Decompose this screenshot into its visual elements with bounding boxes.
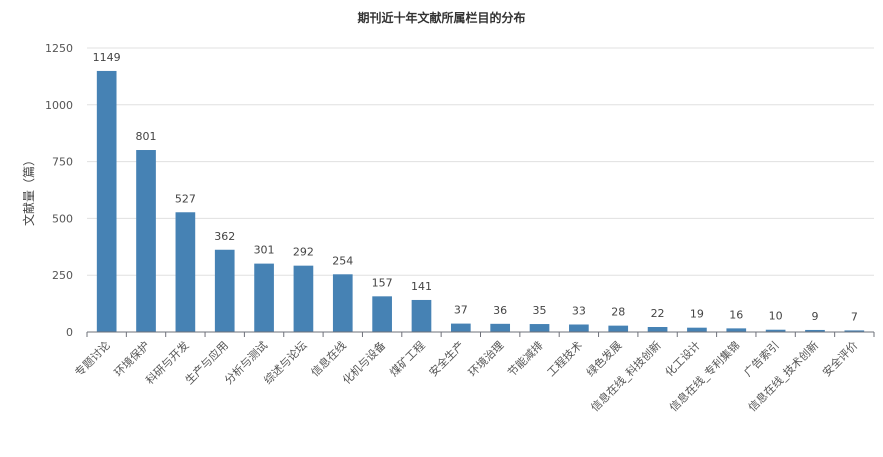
- x-tick-label: 综述与论坛: [261, 338, 310, 387]
- x-tick-label: 环境治理: [465, 338, 506, 379]
- bar[interactable]: [293, 265, 314, 332]
- x-tick-label: 化机与设备: [339, 338, 388, 387]
- x-tick-label: 信息在线_技术创新: [745, 338, 821, 414]
- x-tick-label: 煤矿工程: [387, 339, 427, 379]
- data-label: 37: [454, 304, 468, 317]
- x-tick-label: 节能减排: [505, 338, 546, 379]
- data-label: 16: [729, 308, 743, 321]
- bar[interactable]: [450, 323, 471, 332]
- bar[interactable]: [96, 70, 117, 332]
- x-tick-label: 绿色发展: [583, 338, 624, 379]
- data-label: 801: [136, 130, 157, 143]
- x-tick-label: 环境保护: [111, 338, 152, 379]
- bar[interactable]: [490, 323, 511, 332]
- bar[interactable]: [332, 274, 353, 332]
- data-label: 254: [332, 254, 353, 267]
- bar[interactable]: [726, 328, 747, 332]
- data-label: 35: [533, 304, 547, 317]
- bar[interactable]: [411, 299, 432, 332]
- data-labels: 1149 801 527 362 301 292 254 157 141 37 36 35 33 28 22…: [93, 51, 858, 323]
- bar[interactable]: [844, 330, 865, 332]
- x-tick-label: 专题讨论: [72, 338, 113, 379]
- bar[interactable]: [136, 150, 156, 332]
- data-label: 10: [769, 310, 783, 323]
- bar[interactable]: [175, 212, 196, 332]
- y-axis-ticks: 0 250 500 750 1000 1250: [45, 42, 73, 339]
- data-label: 527: [175, 192, 196, 205]
- data-label: 301: [254, 244, 275, 257]
- data-label: 292: [293, 246, 314, 259]
- data-label: 362: [214, 230, 235, 243]
- bar[interactable]: [647, 327, 668, 332]
- bar[interactable]: [765, 329, 786, 332]
- y-axis-label: 文献量（篇）: [21, 154, 36, 226]
- bar[interactable]: [608, 325, 629, 332]
- data-label: 36: [493, 304, 507, 317]
- data-label: 141: [411, 280, 432, 293]
- x-tick-label: 安全生产: [426, 338, 467, 379]
- bar[interactable]: [372, 296, 392, 332]
- data-label: 22: [651, 307, 665, 320]
- chart-title: 期刊近十年文献所属栏目的分布: [357, 11, 526, 25]
- y-tick-label: 750: [52, 156, 73, 169]
- bar[interactable]: [254, 263, 274, 332]
- bar[interactable]: [805, 329, 825, 332]
- y-tick-label: 250: [52, 269, 73, 282]
- data-label: 7: [851, 310, 858, 323]
- data-label: 19: [690, 308, 704, 321]
- gridlines: [87, 47, 874, 276]
- bar[interactable]: [569, 324, 589, 332]
- y-tick-label: 500: [52, 212, 73, 225]
- bar[interactable]: [529, 324, 550, 332]
- data-label: 28: [611, 306, 625, 319]
- x-tick-label: 信息在线: [308, 338, 349, 379]
- x-tick-label: 工程技术: [545, 339, 585, 379]
- data-label: 9: [811, 310, 818, 323]
- x-tick-label: 广告索引: [741, 338, 782, 379]
- data-label: 157: [372, 276, 393, 289]
- y-tick-label: 1000: [45, 99, 73, 112]
- data-label: 33: [572, 305, 586, 318]
- x-tick-label: 信息在线_专利集锦: [666, 338, 742, 414]
- x-tick-label: 信息在线_科技创新: [588, 338, 664, 414]
- data-label: 1149: [93, 51, 121, 64]
- x-tick-label: 安全评价: [819, 338, 860, 379]
- bar[interactable]: [687, 327, 707, 332]
- y-tick-label: 1250: [45, 42, 73, 55]
- bar[interactable]: [214, 249, 235, 332]
- bars: [96, 70, 865, 332]
- y-tick-label: 0: [66, 326, 73, 339]
- x-tick-label: 化工设计: [662, 338, 703, 379]
